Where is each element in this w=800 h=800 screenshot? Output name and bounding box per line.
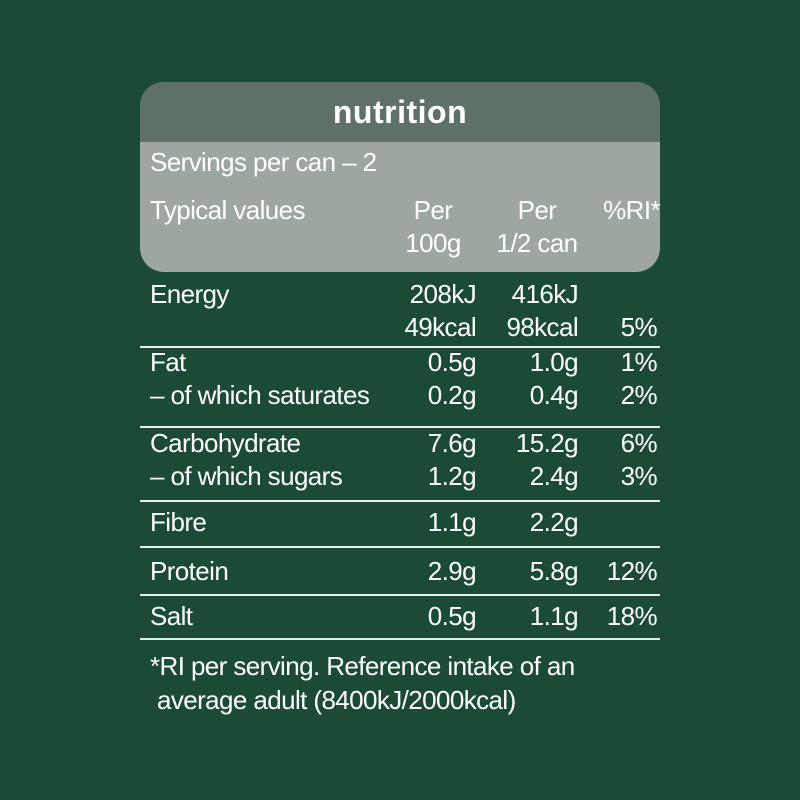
cell-value: 2% <box>620 380 658 410</box>
row-label: Fat <box>150 347 186 377</box>
cell-value: 0.5g <box>427 347 477 377</box>
cell-value: 15.2g <box>515 428 579 458</box>
cell-value: 98kcal <box>506 312 578 342</box>
row-label: Fibre <box>150 507 207 537</box>
cell-value: 0.4g <box>529 380 579 410</box>
separator <box>140 594 660 596</box>
cell-value: 18% <box>606 601 658 631</box>
servings: Servings per can – 2 <box>150 147 377 177</box>
cell-value: 5.8g <box>529 556 579 586</box>
cell-value: 1.1g <box>529 601 579 631</box>
cell-value: 0.5g <box>427 601 477 631</box>
cell-value: 12% <box>606 556 658 586</box>
separator <box>140 426 660 428</box>
column-header: 100g <box>405 228 461 258</box>
cell-value: 6% <box>620 428 658 458</box>
cell-value: 1.0g <box>529 347 579 377</box>
separator <box>140 546 660 548</box>
row-label: Salt <box>150 601 193 631</box>
cell-value: 2.4g <box>529 461 579 491</box>
row-label: Carbohydrate <box>150 428 301 458</box>
header-panel <box>140 82 660 272</box>
cell-value: 2.2g <box>529 507 579 537</box>
cell-value: 0.2g <box>427 380 477 410</box>
footnote: average adult (8400kJ/2000kcal) <box>157 685 516 715</box>
column-header: %RI* <box>603 195 660 225</box>
title: nutrition <box>332 94 468 130</box>
cell-value: 208kJ <box>409 279 477 309</box>
row-label: – of which saturates <box>150 380 370 410</box>
column-header: Typical values <box>150 195 306 225</box>
cell-value: 49kcal <box>404 312 476 342</box>
separator <box>140 346 660 348</box>
cell-value: 1.2g <box>427 461 477 491</box>
row-label: – of which sugars <box>150 461 343 491</box>
row-label: Energy <box>150 279 229 309</box>
footnote: *RI per serving. Reference intake of an <box>150 651 575 681</box>
cell-value: 7.6g <box>427 428 477 458</box>
column-header: Per <box>517 195 557 225</box>
separator <box>140 500 660 502</box>
cell-value: 416kJ <box>511 279 579 309</box>
row-label: Protein <box>150 556 229 586</box>
cell-value: 1% <box>620 347 658 377</box>
cell-value: 5% <box>620 312 658 342</box>
column-header: Per <box>413 195 453 225</box>
title-band <box>140 82 660 142</box>
separator <box>140 638 660 640</box>
cell-value: 2.9g <box>427 556 477 586</box>
column-header: 1/2 can <box>496 228 578 258</box>
cell-value: 3% <box>620 461 658 491</box>
cell-value: 1.1g <box>427 507 477 537</box>
